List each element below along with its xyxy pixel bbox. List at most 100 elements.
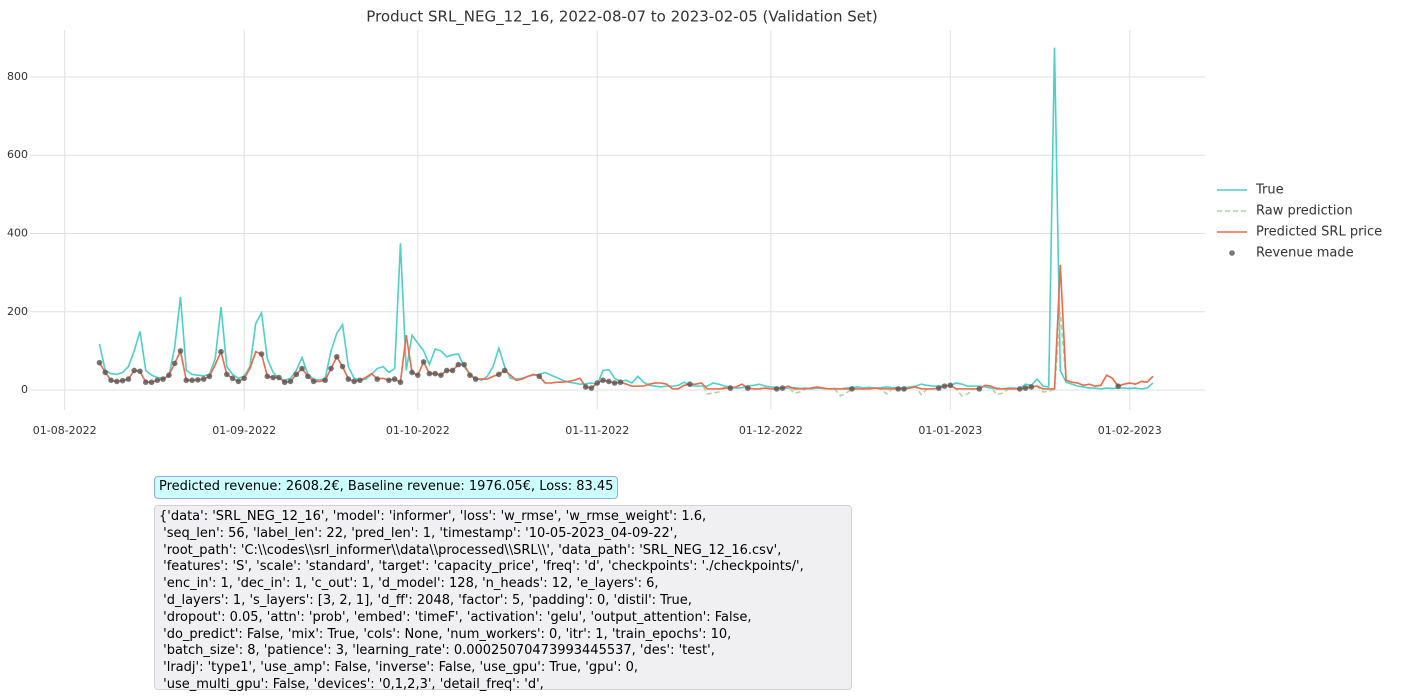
- revenue-marker: [270, 374, 276, 381]
- revenue-marker: [206, 373, 213, 380]
- config-line: 'batch_size': 8, 'patience': 3, 'learnin…: [159, 643, 715, 659]
- revenue-marker: [345, 376, 352, 382]
- legend-marker: [1229, 250, 1235, 256]
- revenue-marker: [935, 385, 942, 391]
- revenue-marker: [137, 368, 143, 375]
- config-line: 'do_predict': False, 'mix': True, 'cols'…: [159, 626, 732, 642]
- revenue-marker: [391, 376, 398, 382]
- x-tick-label: 01-02-2023: [1098, 424, 1162, 437]
- revenue-marker: [744, 385, 751, 391]
- revenue-marker: [588, 385, 595, 391]
- x-tick-label: 01-10-2022: [386, 424, 450, 437]
- summary-box: Predicted revenue: 2608.2€, Baseline rev…: [154, 476, 619, 499]
- revenue-marker: [171, 360, 178, 367]
- revenue-marker: [148, 379, 155, 386]
- revenue-marker: [611, 380, 618, 386]
- chart-title: Product SRL_NEG_12_16, 2022-08-07 to 202…: [366, 8, 877, 27]
- series-line: [98, 47, 1154, 390]
- revenue-marker: [229, 375, 236, 382]
- revenue-marker: [264, 373, 271, 380]
- config-line: 'use_multi_gpu': False, 'devices': '0,1,…: [159, 676, 544, 692]
- revenue-marker: [594, 380, 601, 386]
- chart: Product SRL_NEG_12_16, 2022-08-07 to 202…: [7, 8, 1382, 438]
- revenue-marker: [449, 367, 456, 374]
- revenue-marker: [281, 379, 288, 386]
- config-line: 'seq_len': 56, 'label_len': 22, 'pred_le…: [159, 525, 678, 541]
- x-tick-label: 01-08-2022: [33, 424, 97, 437]
- revenue-marker: [183, 377, 190, 384]
- revenue-marker: [536, 373, 543, 380]
- revenue-marker: [1016, 386, 1023, 392]
- revenue-marker: [426, 370, 433, 377]
- legend-label: Predicted SRL price: [1256, 225, 1382, 240]
- revenue-marker: [432, 370, 438, 377]
- revenue-marker: [606, 378, 612, 385]
- revenue-marker: [125, 376, 132, 382]
- revenue-marker: [496, 371, 502, 378]
- revenue-marker: [241, 375, 247, 382]
- revenue-marker: [299, 365, 305, 372]
- series-line: [98, 311, 1154, 397]
- revenue-marker: [333, 353, 340, 360]
- x-tick-label: 01-12-2022: [739, 424, 803, 437]
- revenue-marker: [461, 361, 467, 368]
- y-tick-label: 600: [7, 148, 28, 161]
- x-tick-label: 01-01-2023: [918, 424, 982, 437]
- revenue-marker: [443, 367, 450, 374]
- revenue-marker: [1022, 385, 1029, 391]
- y-tick-label: 800: [7, 70, 28, 83]
- legend-label: Raw prediction: [1256, 204, 1353, 219]
- revenue-marker: [687, 381, 693, 387]
- revenue-marker: [131, 367, 137, 374]
- revenue-marker: [409, 369, 415, 376]
- revenue-marker: [357, 377, 363, 384]
- revenue-marker: [1028, 384, 1035, 390]
- y-tick-label: 0: [21, 383, 28, 396]
- revenue-marker: [773, 386, 780, 392]
- revenue-marker: [617, 379, 624, 386]
- config-line: 'dropout': 0.05, 'attn': 'prob', 'embed'…: [159, 609, 752, 625]
- x-tick-label: 01-11-2022: [565, 424, 629, 437]
- y-tick-label: 400: [7, 227, 28, 240]
- revenue-marker: [195, 377, 201, 383]
- revenue-marker: [166, 372, 172, 378]
- revenue-marker: [415, 372, 421, 378]
- revenue-marker: [305, 373, 311, 380]
- revenue-marker: [895, 386, 902, 392]
- revenue-marker: [351, 378, 357, 385]
- revenue-marker: [901, 386, 907, 392]
- revenue-marker: [258, 351, 265, 357]
- config-box: {'data': 'SRL_NEG_12_16', 'model': 'info…: [154, 505, 852, 692]
- revenue-marker: [287, 378, 294, 385]
- revenue-marker: [102, 369, 109, 376]
- revenue-marker: [339, 363, 346, 370]
- revenue-marker: [200, 376, 207, 382]
- legend-label: True: [1255, 183, 1284, 198]
- revenue-marker: [420, 359, 427, 365]
- revenue-marker: [941, 383, 948, 389]
- x-tick-label: 01-09-2022: [212, 424, 276, 437]
- revenue-marker: [600, 377, 606, 384]
- revenue-marker: [947, 382, 954, 389]
- config-line: 'enc_in': 1, 'dec_in': 1, 'c_out': 1, 'd…: [159, 576, 659, 592]
- revenue-marker: [177, 348, 184, 354]
- revenue-marker: [472, 376, 479, 382]
- revenue-marker: [397, 379, 404, 386]
- revenue-marker: [154, 377, 161, 384]
- revenue-marker: [276, 374, 282, 381]
- revenue-marker: [114, 378, 120, 385]
- revenue-marker: [727, 385, 734, 391]
- y-tick-label: 200: [7, 305, 28, 318]
- revenue-marker: [142, 379, 149, 386]
- revenue-marker: [386, 377, 392, 384]
- series-line: [98, 264, 1154, 390]
- revenue-marker: [438, 372, 444, 378]
- revenue-marker: [310, 378, 317, 385]
- revenue-marker: [189, 377, 195, 384]
- revenue-marker: [293, 371, 300, 378]
- revenue-marker: [976, 386, 983, 392]
- revenue-marker: [223, 371, 230, 378]
- config-line: 'features': 'S', 'scale': 'standard', 't…: [159, 559, 804, 575]
- config-line: {'data': 'SRL_NEG_12_16', 'model': 'info…: [159, 509, 707, 524]
